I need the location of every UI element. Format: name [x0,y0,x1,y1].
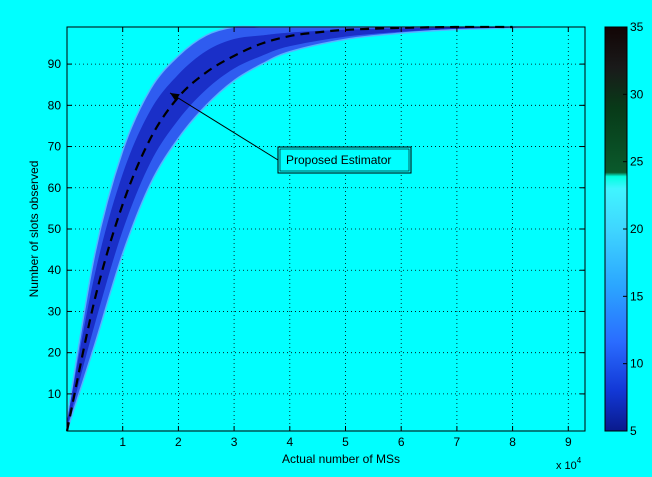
annotation-arrowhead [170,92,180,102]
y-tick-label: 20 [48,346,62,360]
plot-area: 1 2 3 4 5 6 7 8 9 10 20 30 40 50 60 70 80 90 [48,25,586,449]
x-multiplier-base: x 10 [556,460,577,472]
x-multiplier-exponent: 4 [577,456,582,465]
x-tick-label: 7 [454,435,461,449]
colorbar-tick-label: 15 [630,289,644,303]
annotation-box [277,146,412,174]
y-tick-label: 10 [48,387,62,401]
y-tick-label: 80 [48,98,62,112]
x-tick-label: 5 [342,435,349,449]
y-tick-label: 60 [48,181,62,195]
annotation-label: Proposed Estimator [286,153,391,167]
grid [67,27,585,431]
x-tick-label: 6 [398,435,405,449]
y-tick-label: 50 [48,222,62,236]
annotation-box-inner [279,148,410,172]
x-axis-multiplier: x 104 [556,456,582,472]
x-axis-ticks: 1 2 3 4 5 6 7 8 9 [119,27,572,449]
x-tick-label: 4 [286,435,293,449]
y-tick-label: 70 [48,140,62,154]
annotation-arrow [169,92,279,161]
y-axis-label: Number of slots observed [27,161,41,298]
colorbar-tick-label: 30 [630,87,644,101]
colorbar-tick-label: 20 [630,222,644,236]
x-tick-label: 1 [119,435,126,449]
y-tick-label: 90 [48,57,62,71]
colorbar-bottom-label: 5 [630,424,637,438]
annotation: Proposed Estimator [169,92,412,174]
colorbar-tick-label: 25 [630,155,644,169]
colorbar-tick-label: 35 [630,20,644,34]
x-tick-label: 8 [509,435,516,449]
x-tick-label: 9 [565,435,572,449]
x-tick-label: 3 [231,435,238,449]
x-tick-label: 2 [175,435,182,449]
estimator-curve [65,25,513,432]
y-axis-ticks: 10 20 30 40 50 60 70 80 90 [48,57,585,401]
colorbar: 10 15 20 25 30 35 5 [604,20,644,438]
x-axis-label: Actual number of MSs [282,452,400,466]
y-tick-label: 40 [48,263,62,277]
colorbar-ticks: 10 15 20 25 30 35 [623,20,644,371]
colorbar-tick-label: 10 [630,357,644,371]
y-tick-label: 30 [48,304,62,318]
